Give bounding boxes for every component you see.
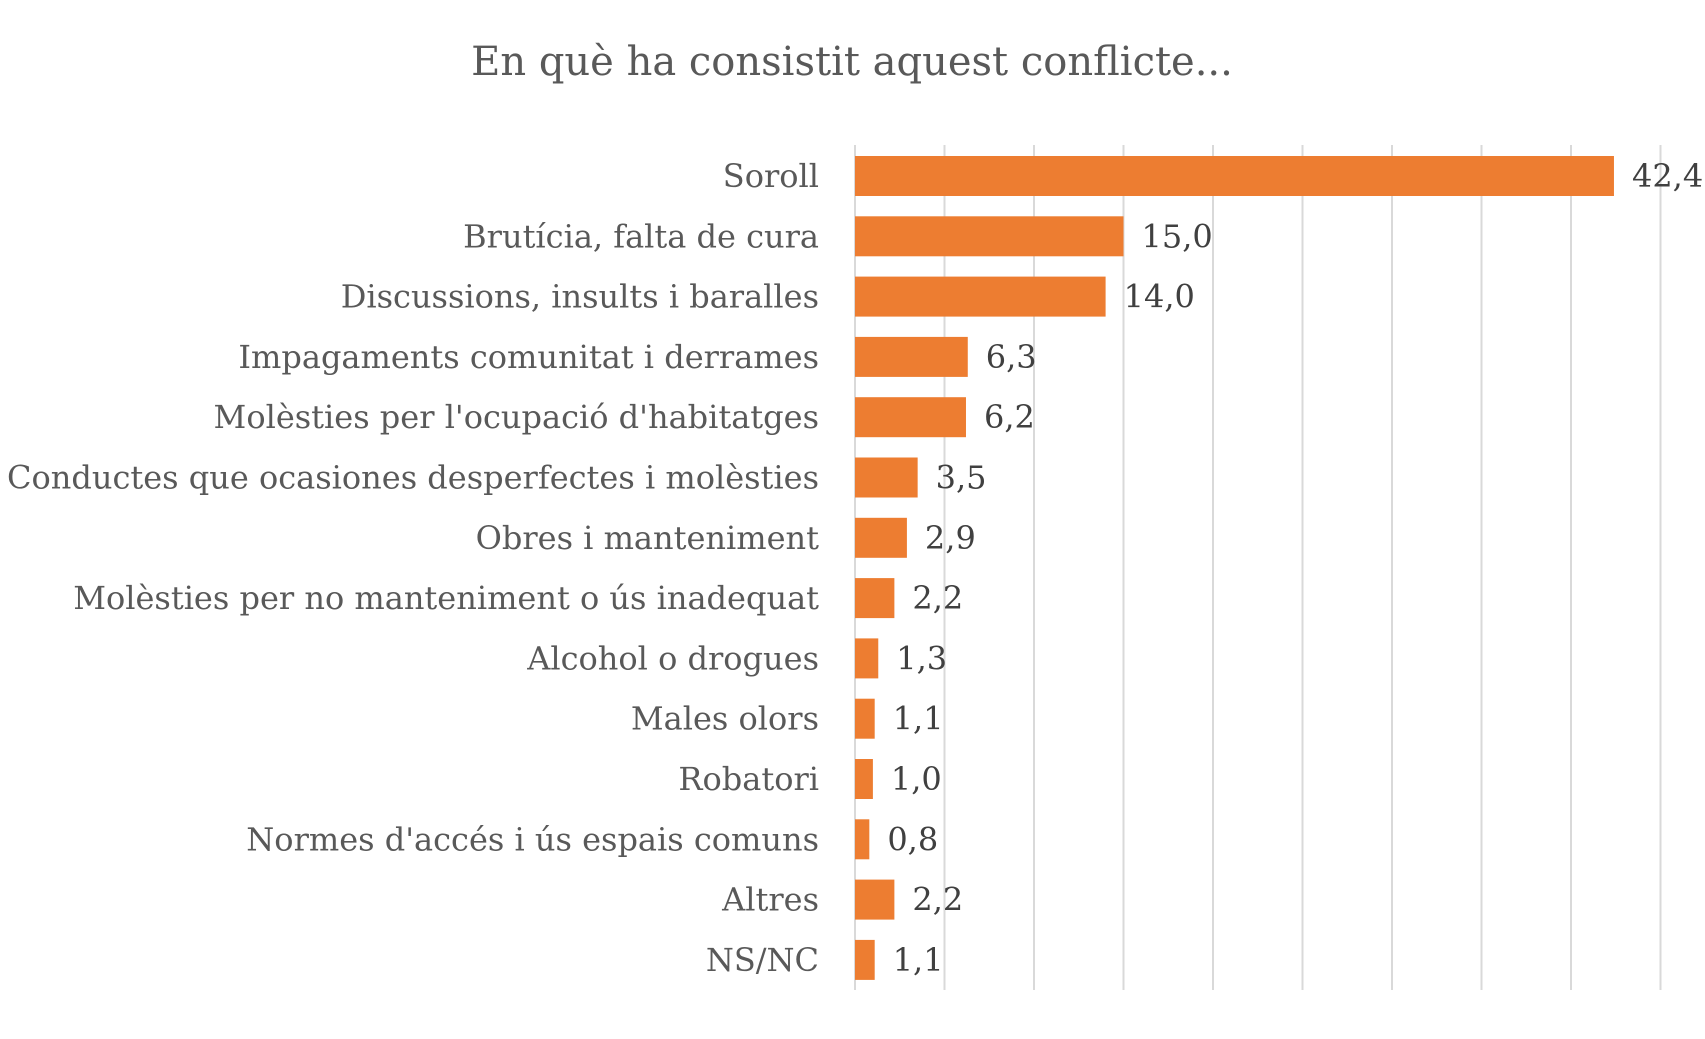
value-label: 0,8 — [887, 820, 938, 858]
category-label: Alcohol o drogues — [526, 639, 819, 677]
category-label: Brutícia, falta de cura — [463, 217, 819, 255]
bar — [855, 879, 895, 920]
value-label: 1,1 — [893, 700, 944, 738]
bar — [855, 698, 875, 739]
category-label: Robatori — [678, 760, 819, 798]
category-label: NS/NC — [706, 941, 819, 979]
value-label: 1,0 — [891, 760, 942, 798]
bars — [855, 156, 1614, 980]
bar — [855, 457, 918, 498]
value-label: 14,0 — [1124, 278, 1195, 316]
category-label: Obres i manteniment — [476, 519, 820, 557]
bar — [855, 216, 1124, 257]
value-label: 1,3 — [896, 639, 947, 677]
category-labels: Soroll Brutícia, falta de cura Discussions… — [7, 157, 819, 979]
category-label: Normes d'accés i ús espais comuns — [246, 820, 819, 858]
gridlines — [854, 145, 1662, 990]
bar — [855, 336, 968, 377]
bar — [855, 819, 870, 860]
bar — [855, 578, 895, 619]
value-label: 2,2 — [912, 881, 963, 919]
value-label: 2,2 — [912, 579, 963, 617]
bar — [855, 156, 1614, 196]
category-label: Molèsties per l'ocupació d'habitatges — [214, 398, 819, 436]
bar — [855, 939, 875, 980]
chart-title: En què ha consistit aquest conflicte... — [471, 39, 1233, 85]
bar — [855, 638, 879, 679]
value-label: 6,2 — [984, 398, 1035, 436]
value-label: 15,0 — [1142, 217, 1213, 255]
bar — [855, 276, 1106, 317]
category-label: Soroll — [723, 157, 819, 195]
bar — [855, 517, 907, 558]
value-label: 42,4 — [1632, 157, 1703, 195]
category-label: Conductes que ocasiones desperfectes i m… — [7, 459, 819, 497]
value-label: 6,3 — [986, 338, 1037, 376]
category-label: Molèsties per no manteniment o ús inadeq… — [73, 579, 819, 617]
value-label: 2,9 — [925, 519, 976, 557]
value-label: 3,5 — [936, 459, 987, 497]
category-label: Altres — [721, 881, 819, 919]
category-label: Males olors — [631, 700, 819, 738]
bar — [855, 759, 873, 799]
bar — [855, 397, 966, 438]
value-labels: 42,4 15,0 14,0 6,3 6,2 3,5 2,9 2,2 1,3 1,1 1,0 0,8 2… — [887, 157, 1703, 979]
value-label: 1,1 — [893, 941, 944, 979]
category-label: Impagaments comunitat i derrames — [238, 338, 819, 376]
category-label: Discussions, insults i baralles — [341, 278, 819, 316]
